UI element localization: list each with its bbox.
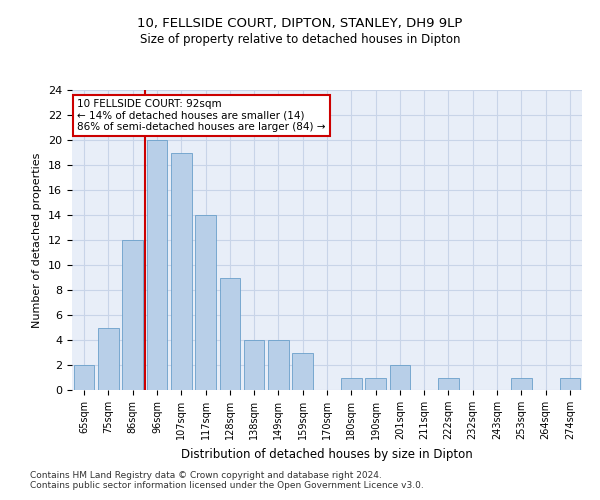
Bar xyxy=(268,340,289,390)
Bar xyxy=(292,352,313,390)
Bar xyxy=(389,365,410,390)
Bar xyxy=(244,340,265,390)
X-axis label: Distribution of detached houses by size in Dipton: Distribution of detached houses by size … xyxy=(181,448,473,460)
Bar xyxy=(220,278,240,390)
Bar xyxy=(195,215,216,390)
Bar xyxy=(74,365,94,390)
Text: Size of property relative to detached houses in Dipton: Size of property relative to detached ho… xyxy=(140,32,460,46)
Bar xyxy=(341,378,362,390)
Text: Contains HM Land Registry data © Crown copyright and database right 2024.
Contai: Contains HM Land Registry data © Crown c… xyxy=(30,470,424,490)
Bar xyxy=(365,378,386,390)
Bar xyxy=(171,152,191,390)
Bar xyxy=(146,140,167,390)
Y-axis label: Number of detached properties: Number of detached properties xyxy=(32,152,43,328)
Bar xyxy=(438,378,459,390)
Bar xyxy=(511,378,532,390)
Bar xyxy=(560,378,580,390)
Bar xyxy=(122,240,143,390)
Text: 10, FELLSIDE COURT, DIPTON, STANLEY, DH9 9LP: 10, FELLSIDE COURT, DIPTON, STANLEY, DH9… xyxy=(137,18,463,30)
Text: 10 FELLSIDE COURT: 92sqm
← 14% of detached houses are smaller (14)
86% of semi-d: 10 FELLSIDE COURT: 92sqm ← 14% of detach… xyxy=(77,99,326,132)
Bar xyxy=(98,328,119,390)
